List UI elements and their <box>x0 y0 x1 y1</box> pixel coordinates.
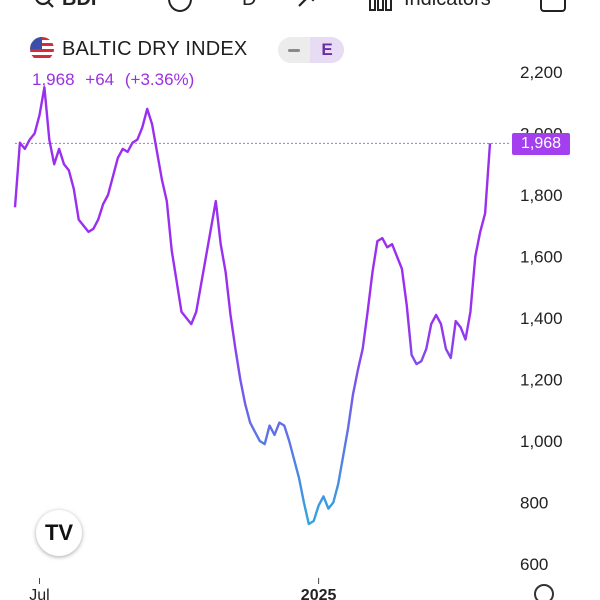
last-value: 1,968 <box>32 70 75 89</box>
interval-selector[interactable]: D <box>242 0 256 12</box>
indicators-icon[interactable] <box>368 0 394 12</box>
fullscreen-icon[interactable] <box>540 0 566 12</box>
y-tick-label: 1,000 <box>520 432 563 451</box>
change-value: +64 <box>85 70 115 89</box>
y-tick-label: 1,600 <box>520 248 563 267</box>
y-tick-label: 600 <box>520 555 548 574</box>
x-tick-label: 2025 <box>301 587 337 600</box>
y-tick-label: 1,800 <box>520 186 563 205</box>
x-tick-label: Jul <box>29 587 49 600</box>
legend: BALTIC DRY INDEX <box>30 36 247 62</box>
y-tick-label: 1,200 <box>520 371 563 390</box>
price-badge: 1,968 <box>512 133 570 155</box>
settings-icon[interactable] <box>534 584 554 600</box>
legend-values: 1,968 +64 (+3.36%) <box>32 70 200 90</box>
tradingview-logo[interactable]: TV <box>36 510 82 556</box>
y-tick-label: 1,400 <box>520 309 563 328</box>
y-axis: 6008001,0001,2001,4001,6001,8002,0002,20… <box>520 63 563 574</box>
series-line <box>13 86 492 526</box>
y-tick-label: 800 <box>520 494 548 513</box>
us-flag-icon <box>30 37 54 61</box>
top-toolbar: BDI D Indicators <box>0 0 600 14</box>
indicators-button[interactable]: Indicators <box>404 0 491 12</box>
y-tick-label: 2,200 <box>520 63 563 82</box>
drawing-icon[interactable] <box>297 0 323 12</box>
symbol-title: BALTIC DRY INDEX <box>62 37 248 60</box>
symbol-selector[interactable]: BDI <box>62 0 96 12</box>
legend-pill[interactable]: E <box>278 37 344 63</box>
x-axis: Jul 2025 <box>29 578 337 600</box>
change-percent: (+3.36%) <box>124 70 195 89</box>
search-icon[interactable] <box>34 0 54 12</box>
exchange-badge[interactable]: E <box>310 37 344 63</box>
collapse-icon[interactable] <box>278 37 310 63</box>
